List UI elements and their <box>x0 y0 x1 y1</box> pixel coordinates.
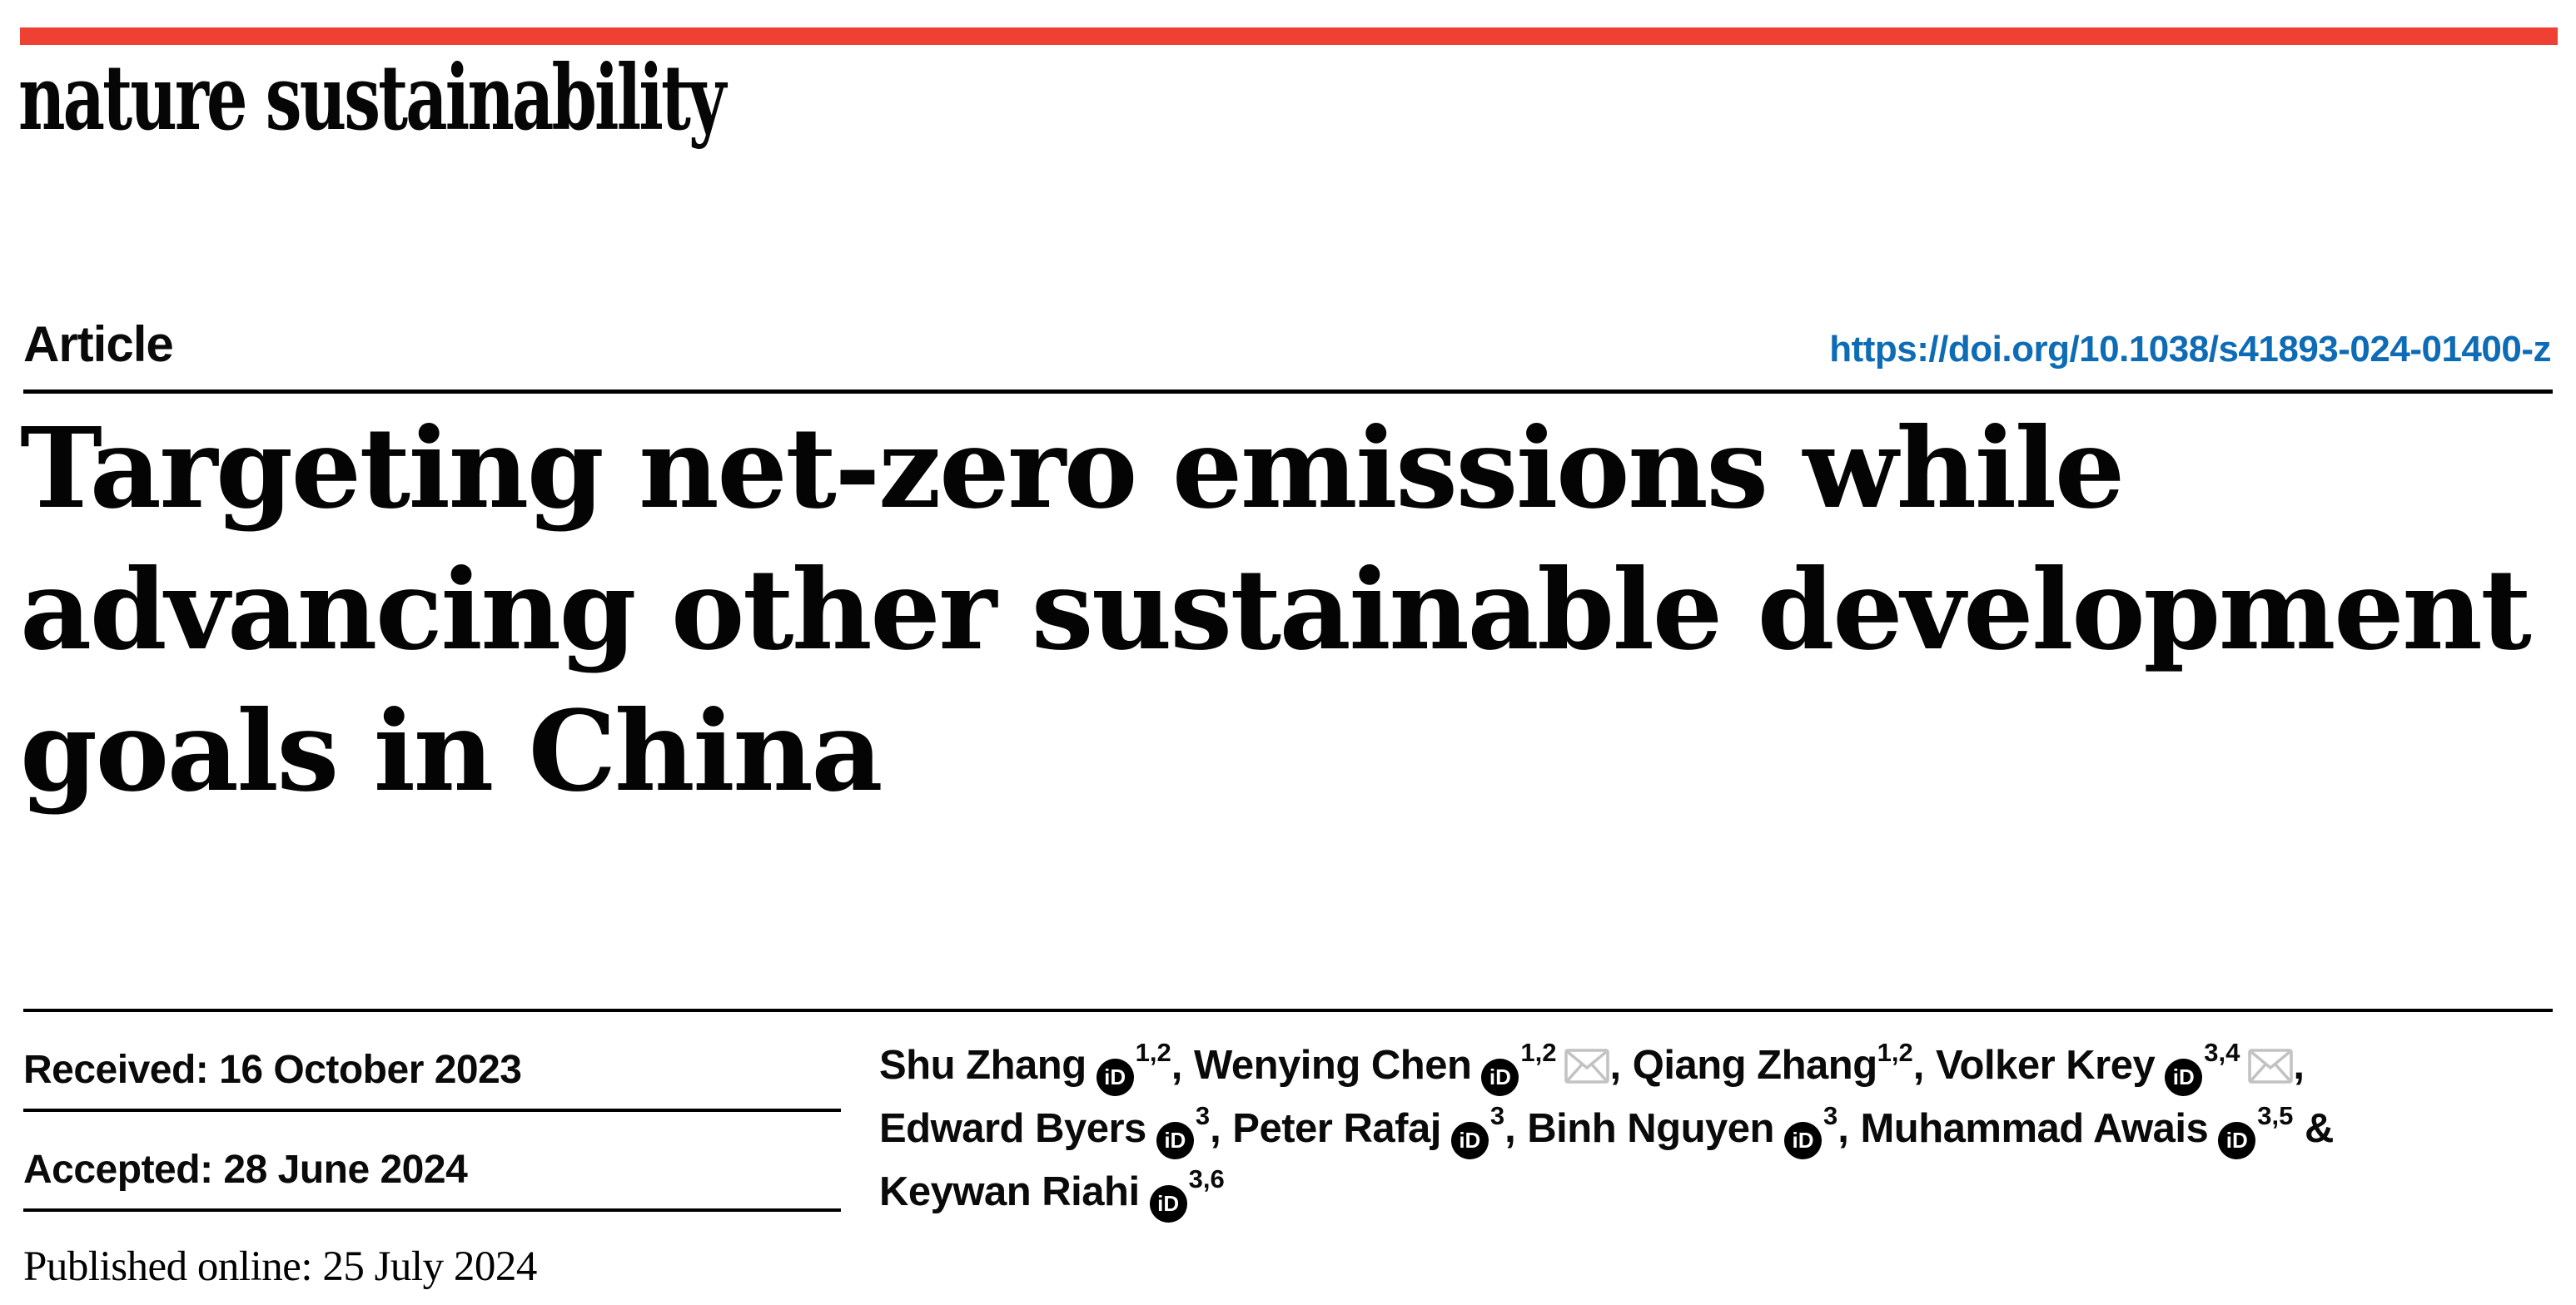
author-separator: , <box>1171 1043 1194 1088</box>
affiliation-superscript: 3 <box>1823 1100 1838 1130</box>
affiliation-superscript: 3 <box>1195 1100 1211 1130</box>
email-icon[interactable] <box>2248 1049 2294 1084</box>
author-separator: , <box>1504 1106 1528 1151</box>
author-list: Shu Zhang iD1,2, Wenying Chen iD1,2 , Qian… <box>879 1012 2576 1223</box>
orcid-icon[interactable]: iD <box>1096 1059 1134 1096</box>
affiliation-superscript: 1,2 <box>1135 1037 1171 1067</box>
header-divider <box>23 390 2553 394</box>
author-line: Edward Byers iD3, Peter Rafaj iD3, Binh Ng… <box>879 1097 2576 1160</box>
orcid-icon[interactable]: iD <box>2165 1059 2203 1096</box>
article-type-label: Article <box>23 316 174 372</box>
author-name: Volker Krey <box>1936 1043 2156 1088</box>
dates-column: Received: 16 October 2023 Accepted: 28 J… <box>23 1012 841 1305</box>
affiliation-superscript: 1,2 <box>1877 1037 1913 1067</box>
orcid-icon[interactable]: iD <box>1481 1059 1519 1096</box>
affiliation-superscript: 3,6 <box>1188 1164 1225 1193</box>
author-name: Muhammad Awais <box>1860 1106 2209 1151</box>
author-separator: , <box>1609 1043 1633 1088</box>
author-name: Qiang Zhang <box>1632 1043 1877 1088</box>
orcid-icon[interactable]: iD <box>1783 1122 1822 1159</box>
author-name: Wenying Chen <box>1193 1043 1472 1088</box>
journal-logo: nature sustainability <box>18 46 726 151</box>
author-separator: & <box>2293 1106 2335 1151</box>
author-separator: , <box>1912 1043 1936 1088</box>
orcid-icon[interactable]: iD <box>2218 1122 2256 1159</box>
author-line: Keywan Riahi iD3,6 <box>879 1160 2576 1223</box>
published-date: Published online: 25 July 2024 <box>23 1243 537 1290</box>
affiliation-superscript: 3,5 <box>2257 1100 2294 1130</box>
author-separator: , <box>1838 1106 1861 1151</box>
orcid-icon[interactable]: iD <box>1156 1122 1194 1159</box>
author-name: Peter Rafaj <box>1232 1106 1441 1151</box>
paper-title-line: advancing other sustainable development <box>20 545 2532 675</box>
author-name: Edward Byers <box>879 1106 1146 1151</box>
author-name: Shu Zhang <box>879 1043 1087 1088</box>
paper-title-line: goals in China <box>20 687 883 816</box>
doi-link[interactable]: https://doi.org/10.1038/s41893-024-01400… <box>1829 329 2551 370</box>
affiliation-superscript: 1,2 <box>1520 1037 1557 1067</box>
orcid-icon[interactable]: iD <box>1149 1185 1187 1223</box>
author-separator: , <box>2293 1043 2305 1088</box>
section-divider <box>23 1009 2553 1012</box>
accepted-date: Accepted: 28 June 2024 <box>23 1112 841 1212</box>
affiliation-superscript: 3,4 <box>2204 1037 2240 1067</box>
accent-bar <box>20 27 2558 45</box>
author-name: Binh Nguyen <box>1527 1106 1774 1151</box>
paper-title-line: Targeting net-zero emissions while <box>20 404 2125 533</box>
author-separator: , <box>1210 1106 1233 1151</box>
affiliation-superscript: 3 <box>1489 1100 1505 1130</box>
author-line: Shu Zhang iD1,2, Wenying Chen iD1,2 , Qian… <box>879 1034 2576 1097</box>
orcid-icon[interactable]: iD <box>1450 1122 1489 1159</box>
email-icon[interactable] <box>1564 1049 1610 1084</box>
author-name: Keywan Riahi <box>879 1169 1140 1214</box>
paper-title: Targeting net-zero emissions while advan… <box>20 398 2559 822</box>
received-date: Received: 16 October 2023 <box>23 1012 841 1112</box>
